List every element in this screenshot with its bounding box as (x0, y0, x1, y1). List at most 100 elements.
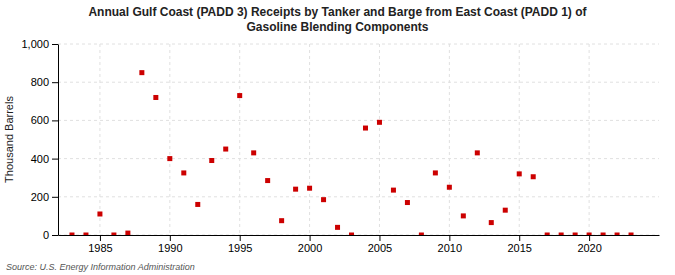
point (559, 233, 564, 236)
x-tick-mark (519, 235, 520, 241)
x-tick: 2020 (577, 235, 601, 254)
point (265, 178, 270, 183)
point (321, 197, 326, 202)
x-tick-mark (100, 235, 101, 241)
point (419, 233, 424, 236)
point (447, 185, 452, 190)
x-tick-mark (379, 235, 380, 241)
point (405, 200, 410, 205)
y-axis-title: Thousand Barrels (3, 96, 15, 183)
x-tick-mark (310, 235, 311, 241)
y-tick-label: 400 (31, 153, 49, 165)
y-tick: 1,000 (21, 38, 58, 50)
y-axis-line (58, 45, 59, 236)
x-tick-mark (240, 235, 241, 241)
marks (69, 70, 633, 235)
point (251, 150, 256, 155)
x-tick: 2010 (438, 235, 462, 254)
point (601, 233, 606, 236)
point (83, 233, 88, 236)
grid-line-y (58, 196, 659, 197)
title-line: Annual Gulf Coast (PADD 3) Receipts by T… (88, 5, 587, 19)
y-tick: 200 (31, 191, 58, 203)
y-tick-label: 600 (31, 114, 49, 126)
point (531, 174, 536, 179)
point (279, 218, 284, 223)
y-tick-mark (52, 82, 58, 83)
title: Annual Gulf Coast (PADD 3) Receipts by T… (88, 5, 587, 34)
point (69, 233, 74, 236)
point (335, 225, 340, 230)
y-tick-label: 800 (31, 76, 49, 88)
x-tick-label: 1995 (228, 242, 252, 254)
grid-line-y (58, 82, 659, 83)
point (97, 211, 102, 216)
chart-svg: 1985 1990 1995 2000 2005 2010 2015 2020 0 200 400 6… (0, 0, 675, 275)
point (377, 120, 382, 125)
grid-line-x (589, 44, 590, 235)
title-line: Gasoline Blending Components (246, 20, 428, 34)
point (629, 233, 634, 236)
point (391, 188, 396, 193)
point (307, 186, 312, 191)
grid-line-x (519, 44, 520, 235)
grid-line-x (449, 44, 450, 235)
x-tick-label: 2015 (507, 242, 531, 254)
x-tick-label: 2005 (368, 242, 392, 254)
point (223, 147, 228, 152)
plot-area: 1985 1990 1995 2000 2005 2010 2015 2020 0 200 400 6… (21, 38, 659, 254)
point (489, 220, 494, 225)
point (363, 126, 368, 131)
point (615, 233, 620, 236)
x-tick-label: 2020 (577, 242, 601, 254)
point (433, 170, 438, 175)
y-tick: 800 (31, 76, 58, 88)
point (517, 171, 522, 176)
grid (58, 44, 659, 235)
point (349, 233, 354, 236)
y-tick-mark (52, 120, 58, 121)
annotation: Source: U.S. Energy Information Administ… (6, 262, 195, 272)
y-tick-label: 200 (31, 191, 49, 203)
x-tick-mark (170, 235, 171, 241)
x-tick: 1985 (88, 235, 112, 254)
grid-line-y (58, 235, 659, 236)
y-tick-label: 0 (43, 229, 49, 241)
y-axis: 0 200 400 600 800 1,000 (21, 38, 58, 241)
point (153, 95, 158, 100)
x-axis: 1985 1990 1995 2000 2005 2010 2015 2020 (59, 235, 660, 254)
x-tick: 2005 (368, 235, 392, 254)
point (209, 158, 214, 163)
y-tick-mark (52, 159, 58, 160)
y-tick: 400 (31, 153, 58, 165)
x-tick-label: 1985 (88, 242, 112, 254)
y-tick-mark (52, 44, 58, 45)
grid-line-y (58, 44, 659, 45)
x-tick-label: 2000 (298, 242, 322, 254)
y-tick-mark (52, 235, 58, 236)
grid-line-x (169, 44, 170, 235)
y-tick-label: 1,000 (21, 38, 49, 50)
chart-container: 1985 1990 1995 2000 2005 2010 2015 2020 0 200 400 6… (0, 0, 675, 275)
grid-line-y (58, 158, 659, 159)
point (167, 156, 172, 161)
x-tick-mark (589, 235, 590, 241)
x-tick: 2015 (507, 235, 531, 254)
x-tick-mark (449, 235, 450, 241)
grid-line-x (99, 44, 100, 235)
point (181, 170, 186, 175)
x-tick: 1990 (158, 235, 182, 254)
y-tick: 600 (31, 114, 58, 126)
x-axis-line (59, 235, 660, 236)
point (503, 208, 508, 213)
y-tick: 0 (43, 229, 58, 241)
point (195, 202, 200, 207)
point (461, 213, 466, 218)
point (237, 93, 242, 98)
x-tick-label: 2010 (438, 242, 462, 254)
point (139, 70, 144, 75)
y-tick-mark (52, 197, 58, 198)
point (475, 150, 480, 155)
x-tick-label: 1990 (158, 242, 182, 254)
point (545, 233, 550, 236)
